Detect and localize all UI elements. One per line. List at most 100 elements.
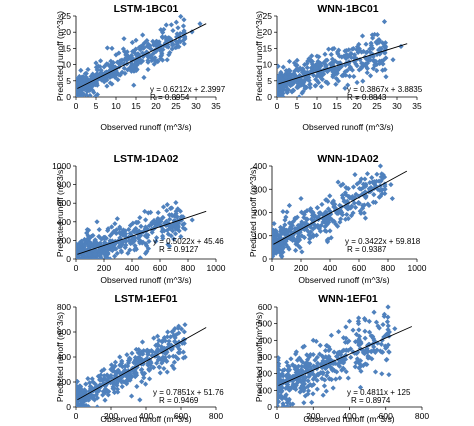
scatter-point xyxy=(383,332,389,338)
scatter-point xyxy=(328,60,335,66)
scatter-point xyxy=(119,364,126,370)
scatter-point xyxy=(334,353,340,359)
scatter-point xyxy=(116,64,122,70)
scatter-point xyxy=(164,201,170,208)
scatter-point xyxy=(368,348,374,354)
scatter-point xyxy=(322,347,329,354)
scatter-point xyxy=(325,206,331,212)
scatter-point xyxy=(309,399,315,405)
scatter-point xyxy=(272,221,277,227)
regression-equation: y = 0.3867x + 3.8835 xyxy=(347,85,423,94)
scatter-point xyxy=(301,400,307,406)
scatter-point xyxy=(99,368,105,374)
scatter-point xyxy=(340,195,346,201)
scatter-point xyxy=(342,48,348,54)
scatter-point xyxy=(101,234,107,241)
scatter-point xyxy=(386,372,392,378)
scatter-point xyxy=(284,403,290,407)
scatter-point xyxy=(272,248,275,254)
scatter-point xyxy=(362,176,368,182)
scatter-point xyxy=(340,181,346,187)
scatter-point xyxy=(277,80,281,86)
y-tick-label: 15 xyxy=(263,43,273,53)
scatter-point xyxy=(137,53,143,59)
scatter-point xyxy=(293,238,299,245)
scatter-point xyxy=(117,354,123,360)
scatter-point xyxy=(363,63,369,69)
scatter-point xyxy=(133,219,139,225)
scatter-point xyxy=(317,228,324,234)
scatter-point xyxy=(171,236,177,242)
scatter-point xyxy=(322,377,328,383)
scatter-point xyxy=(335,78,342,84)
scatter-point xyxy=(351,52,358,58)
scatter-point xyxy=(170,27,176,34)
scatter-point xyxy=(290,362,296,368)
scatter-point xyxy=(189,217,195,223)
scatter-point xyxy=(344,211,350,218)
scatter-point xyxy=(350,210,356,216)
scatter-point xyxy=(362,328,368,334)
scatter-point xyxy=(113,246,119,252)
scatter-point xyxy=(295,222,301,229)
scatter-point xyxy=(122,56,128,63)
scatter-point xyxy=(314,377,320,384)
scatter-point xyxy=(330,198,337,204)
scatter-point xyxy=(76,88,79,94)
scatter-point xyxy=(327,228,333,234)
scatter-point xyxy=(120,373,126,380)
scatter-point xyxy=(362,189,368,195)
scatter-point xyxy=(384,356,390,363)
scatter-point xyxy=(306,77,312,84)
scatter-point xyxy=(377,163,384,169)
scatter-point xyxy=(113,371,119,377)
scatter-point xyxy=(312,224,318,230)
scatter-point xyxy=(372,349,378,356)
scatter-point xyxy=(302,393,308,399)
scatter-point xyxy=(87,92,93,97)
scatter-point xyxy=(151,364,157,371)
x-tick-label: 0 xyxy=(74,101,79,111)
scatter-point xyxy=(157,370,163,376)
scatter-point xyxy=(322,51,328,57)
scatter-point xyxy=(78,386,84,393)
scatter-point xyxy=(321,383,328,389)
x-tick-label: 800 xyxy=(181,263,195,273)
scatter-point xyxy=(335,51,341,57)
scatter-point xyxy=(308,57,314,63)
scatter-point xyxy=(158,356,164,363)
scatter-point xyxy=(280,208,286,215)
x-tick-label: 600 xyxy=(352,263,366,273)
x-tick-label: 35 xyxy=(211,101,221,111)
scatter-point xyxy=(302,85,308,92)
scatter-point xyxy=(382,40,389,46)
scatter-point xyxy=(314,77,320,84)
scatter-point xyxy=(109,81,115,87)
scatter-point xyxy=(141,375,147,381)
scatter-point xyxy=(371,344,377,350)
scatter-point xyxy=(314,386,320,392)
scatter-point xyxy=(135,60,141,66)
y-tick-label: 800 xyxy=(57,180,71,190)
scatter-point xyxy=(364,171,371,177)
scatter-point xyxy=(386,329,392,335)
y-tick-label: 0 xyxy=(66,402,71,412)
scatter-point xyxy=(85,236,91,242)
scatter-point xyxy=(355,200,361,206)
scatter-point xyxy=(125,363,131,369)
scatter-point xyxy=(170,328,176,334)
scatter-point xyxy=(328,51,334,58)
scatter-point xyxy=(331,202,337,208)
scatter-point xyxy=(307,224,313,230)
scatter-point xyxy=(181,17,187,23)
scatter-point xyxy=(103,241,109,247)
x-tick-label: 20 xyxy=(352,101,362,111)
scatter-point xyxy=(314,205,320,211)
scatter-point xyxy=(326,214,333,221)
scatter-point xyxy=(76,256,79,259)
scatter-point xyxy=(334,369,340,375)
scatter-point xyxy=(272,239,275,245)
scatter-point xyxy=(142,250,149,256)
scatter-point xyxy=(371,192,377,198)
scatter-point xyxy=(320,371,326,377)
